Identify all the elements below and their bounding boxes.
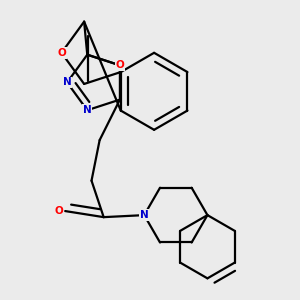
- Text: O: O: [116, 60, 124, 70]
- Text: N: N: [140, 210, 148, 220]
- Text: O: O: [55, 206, 64, 216]
- Text: N: N: [83, 105, 92, 115]
- Text: N: N: [63, 77, 71, 88]
- Text: O: O: [57, 48, 66, 58]
